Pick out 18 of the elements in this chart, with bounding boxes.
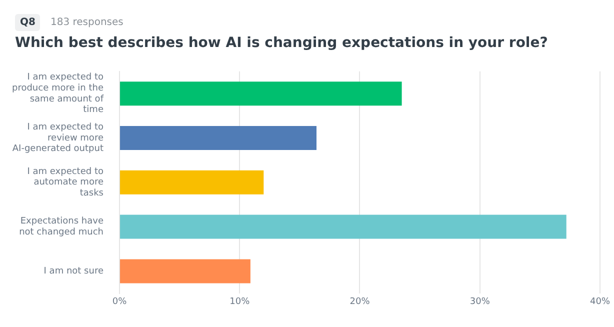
y-tick-label: I am expected to automate more tasks (27, 166, 104, 199)
chart-title: Which best describes how AI is changing expectations in your role? (15, 35, 548, 51)
y-tick-label: I am not sure (44, 266, 104, 277)
x-tick-label: 0% (112, 297, 128, 308)
text: Q8 (15, 14, 40, 31)
y-tick-label: Expectations have not changed much (19, 216, 104, 238)
x-tick-label: 30% (470, 297, 490, 308)
bar (120, 170, 264, 194)
y-tick-label: I am expected to produce more in the same amount of time (12, 72, 104, 116)
x-tick-label: 40% (590, 297, 610, 308)
bar (120, 214, 566, 239)
bar (120, 126, 316, 150)
x-tick-label: 20% (350, 297, 370, 308)
chart-subtitle: 183 responses (50, 17, 124, 28)
y-tick-label: I am expected to review more AI-generated output (12, 122, 104, 154)
bar (120, 259, 250, 284)
bar (120, 82, 402, 106)
x-tick-label: 10% (230, 297, 250, 308)
